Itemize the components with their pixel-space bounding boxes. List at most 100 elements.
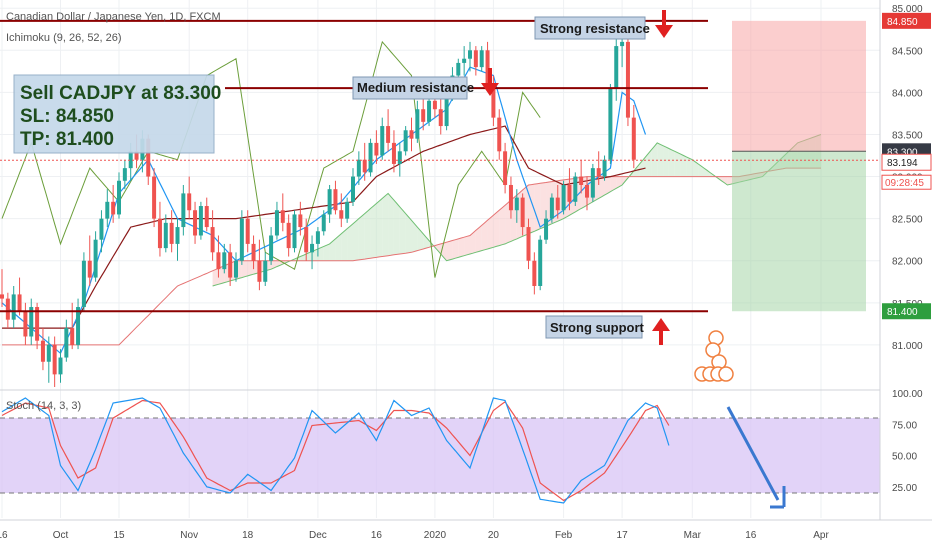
candle — [327, 189, 332, 215]
cloud-segment — [300, 254, 307, 261]
time-tick-label: 16 — [371, 530, 383, 541]
candle — [491, 83, 496, 118]
candle — [503, 151, 508, 185]
strong-support-label: Strong support — [550, 320, 645, 335]
cloud-segment — [353, 218, 359, 261]
candle — [257, 260, 262, 282]
candle — [473, 50, 478, 68]
candle — [631, 117, 636, 160]
time-tick-label: Mar — [684, 530, 702, 541]
candle — [579, 176, 584, 185]
candle — [468, 50, 472, 59]
candle — [538, 239, 543, 286]
cloud-segment — [487, 215, 494, 249]
medium-resistance-label-box — [352, 76, 468, 100]
stoch-tick-label: 100.00 — [892, 389, 923, 400]
candle — [362, 159, 367, 173]
candle — [333, 189, 338, 211]
candle — [76, 307, 81, 345]
candle — [549, 197, 554, 219]
cloud-segment — [247, 260, 254, 276]
time-tick-label: Apr — [813, 530, 829, 541]
candle — [415, 109, 420, 139]
candle — [239, 218, 244, 261]
entry-price-tag: 83.300 — [887, 147, 918, 158]
cloud-segment — [358, 213, 365, 260]
cloud-segment — [388, 193, 394, 256]
candle — [315, 231, 320, 244]
cloud-segment — [370, 203, 377, 259]
cloud-segment — [276, 260, 283, 267]
candle — [181, 193, 186, 228]
time-tick-label: Nov — [180, 530, 198, 541]
candle — [122, 168, 127, 181]
candle — [391, 142, 396, 164]
cloud-segment — [604, 176, 611, 196]
cloud-segment — [674, 151, 681, 177]
candle — [117, 180, 121, 215]
time-axis-panel — [0, 520, 932, 550]
trade-entry-text: Sell CADJPY at 83.300 — [20, 83, 221, 104]
cloud-segment — [499, 205, 506, 246]
candle — [456, 62, 461, 76]
candle — [421, 109, 426, 122]
cloud-segment — [534, 183, 541, 232]
cloud-segment — [505, 200, 511, 244]
candle — [175, 227, 180, 244]
cloud-segment — [686, 156, 693, 177]
ichimoku-legend: Ichimoku (9, 26, 52, 26) — [6, 32, 122, 44]
kijun-line — [2, 125, 646, 329]
candle — [280, 210, 285, 223]
candle — [585, 184, 589, 198]
candle — [310, 243, 315, 253]
trade-box — [13, 74, 215, 154]
time-tick-label: 16 — [745, 530, 757, 541]
cloud-segment — [704, 168, 710, 177]
candle — [520, 197, 525, 228]
cloud-segment — [663, 145, 669, 177]
candle — [596, 168, 601, 177]
medium-resistance-label: Medium resistance — [357, 80, 474, 95]
candle — [157, 218, 162, 249]
candle — [111, 201, 116, 215]
stop-loss-zone — [732, 20, 866, 152]
price-tick-label: 84.000 — [892, 88, 923, 99]
time-tick-label: 2020 — [424, 530, 447, 541]
cloud-segment — [475, 225, 482, 253]
price-tick-label: 82.500 — [892, 215, 923, 226]
cloud-segment — [727, 176, 734, 185]
candle — [590, 168, 595, 198]
candle — [251, 243, 256, 261]
cloud-segment — [323, 243, 330, 261]
candle — [286, 222, 291, 249]
countdown-tag: 09:28:45 — [885, 178, 924, 189]
candle — [368, 142, 373, 173]
candle — [146, 138, 151, 177]
price-axis-panel — [880, 0, 932, 550]
candle — [64, 328, 69, 358]
cloud-segment — [639, 156, 646, 177]
candle — [99, 218, 104, 240]
current-price-tag-bg — [881, 153, 932, 171]
cloud-segment — [376, 198, 383, 258]
candle — [514, 197, 519, 211]
cloud-segment — [317, 246, 324, 261]
current-price-tag: 83.194 — [887, 158, 918, 169]
sl-price-tag: 84.850 — [887, 17, 918, 28]
cloud-segment — [347, 223, 353, 261]
candle — [198, 206, 203, 236]
cloud-segment — [335, 233, 342, 261]
cloud-segment — [481, 220, 488, 251]
candle — [608, 88, 613, 160]
cloud-segment — [668, 148, 675, 177]
candle — [234, 260, 238, 278]
candle — [40, 340, 45, 362]
cloud-segment — [399, 206, 406, 255]
candle — [210, 227, 215, 253]
candle — [620, 41, 625, 47]
stoch-legend: Stoch (14, 3, 3) — [6, 400, 81, 412]
candle — [11, 294, 16, 320]
candle — [128, 151, 133, 169]
